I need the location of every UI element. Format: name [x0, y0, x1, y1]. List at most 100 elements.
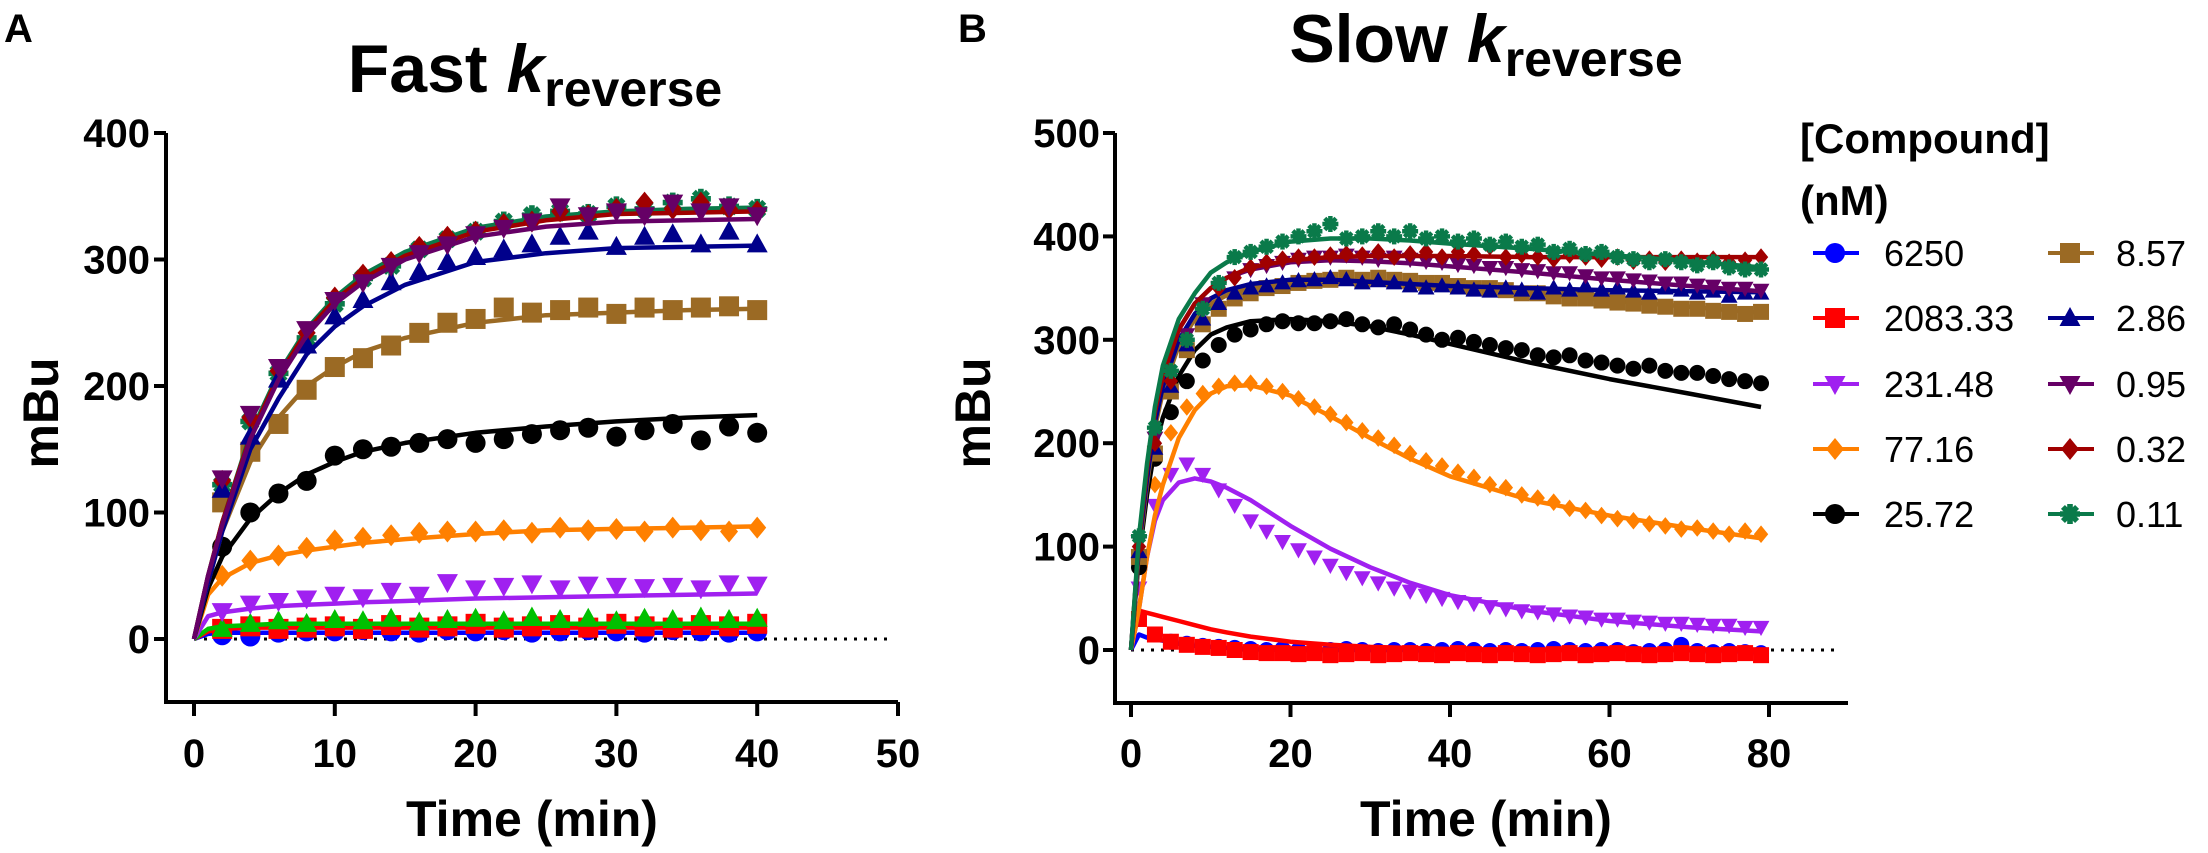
data-point [1386, 646, 1403, 663]
data-point [1210, 274, 1227, 291]
data-point [1401, 584, 1419, 600]
data-point [1656, 616, 1674, 632]
data-point [1353, 571, 1371, 587]
data-point [324, 609, 346, 629]
data-point [1721, 371, 1738, 388]
data-point [1226, 498, 1244, 515]
x-tick-label: 40 [1428, 732, 1473, 776]
data-point [1226, 284, 1244, 300]
data-point [436, 574, 458, 594]
data-point [1434, 228, 1451, 245]
data-point [409, 322, 430, 343]
chart-panel-b: 0 100 200 300 400 500 0 20 40 60 80 [1033, 112, 1848, 776]
data-point [634, 297, 655, 318]
data-point [605, 203, 627, 223]
data-point [1753, 647, 1770, 664]
panel-label-b: B [958, 7, 987, 51]
data-point [1274, 535, 1291, 551]
chart-title-a: Fast kreverse [348, 31, 723, 117]
chart-title-b: Slow kreverse [1289, 1, 1682, 87]
data-point [1625, 646, 1642, 663]
data-point [549, 580, 571, 600]
title-k: k [506, 31, 547, 107]
data-point [718, 575, 740, 595]
data-point [1641, 254, 1658, 271]
data-point [1737, 645, 1754, 662]
title-sub: reverse [544, 61, 722, 117]
data-point [1641, 647, 1658, 664]
data-point [352, 274, 374, 294]
data-point [1242, 243, 1259, 260]
data-point [352, 610, 374, 630]
data-point [1593, 646, 1610, 663]
data-point [1258, 316, 1275, 333]
data-point [1656, 276, 1674, 292]
data-point [1210, 483, 1228, 499]
data-point [1178, 331, 1195, 348]
data-point [352, 348, 373, 369]
data-point [1481, 282, 1499, 298]
data-point [436, 251, 458, 271]
data-point [1130, 528, 1147, 545]
data-point [240, 502, 261, 523]
data-point [1513, 281, 1531, 297]
x-tick-label: 40 [735, 732, 780, 776]
data-point [1146, 419, 1163, 436]
data-point [1609, 294, 1626, 311]
data-point [296, 334, 318, 354]
x-tick-label: 20 [1268, 732, 1313, 776]
y-tick-label: 300 [1033, 319, 1100, 363]
legend-label: 2.86 [2116, 298, 2186, 339]
title-main: Slow [1289, 1, 1467, 77]
legend-title: [Compound] [1800, 115, 2050, 162]
data-point [324, 357, 345, 378]
data-point [634, 420, 655, 441]
data-point [550, 420, 571, 441]
data-point [1433, 591, 1451, 608]
data-point [493, 577, 515, 597]
data-point [1658, 517, 1673, 535]
data-point [1434, 331, 1451, 348]
data-point [606, 303, 627, 324]
legend-item-0.11: 0.11 [2048, 494, 2183, 535]
data-point [690, 297, 711, 318]
x-axis-label-b: Time (min) [1360, 791, 1612, 847]
data-point [1434, 457, 1450, 475]
data-point [1736, 620, 1754, 637]
data-point [1545, 243, 1562, 260]
x-tick-label: 50 [876, 732, 921, 776]
data-point [1529, 347, 1546, 364]
data-point [1704, 279, 1722, 295]
data-point [380, 582, 402, 602]
legend-label: 77.16 [1884, 429, 1974, 470]
data-point [1147, 475, 1163, 494]
data-point [1418, 451, 1434, 470]
data-point [1402, 321, 1419, 338]
data-point [1672, 616, 1690, 632]
legend-label: 8.57 [2116, 233, 2186, 274]
data-point [1194, 300, 1211, 317]
data-point [1481, 236, 1498, 253]
data-point [324, 586, 346, 606]
data-point [1753, 248, 1769, 266]
data-point [1242, 644, 1259, 661]
data-point [1657, 362, 1674, 379]
data-point [1226, 326, 1243, 343]
data-point [324, 445, 345, 466]
data-point [408, 261, 430, 281]
data-point [239, 612, 261, 632]
data-point [1545, 646, 1562, 663]
data-point [1705, 647, 1722, 664]
data-point [662, 413, 683, 434]
data-point [380, 271, 402, 291]
data-point [1641, 297, 1658, 314]
data-point [1482, 475, 1498, 494]
data-point [1227, 268, 1242, 287]
data-point [1737, 373, 1754, 390]
data-point [352, 589, 374, 609]
data-point [436, 236, 458, 256]
data-point [1449, 595, 1467, 611]
data-point [1625, 614, 1642, 630]
data-point [634, 225, 656, 245]
